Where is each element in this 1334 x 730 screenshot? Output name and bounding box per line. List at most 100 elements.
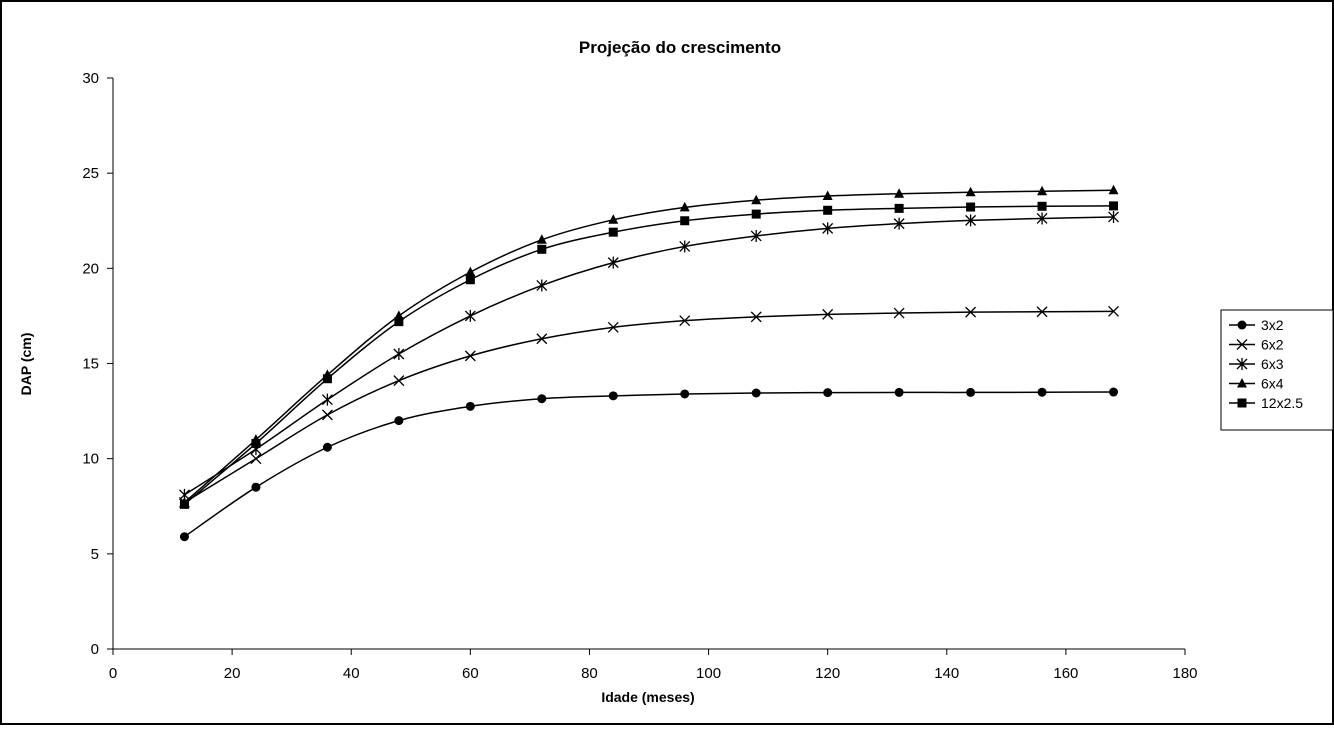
data-point-3x2: [537, 394, 547, 404]
x-tick-label: 180: [1172, 665, 1197, 682]
data-point-6x2: [679, 315, 691, 327]
series-6x3: [179, 210, 1119, 501]
data-point-12x2-5: [251, 438, 261, 448]
data-point-6x4: [965, 186, 976, 197]
y-tick-label: 0: [91, 641, 99, 658]
data-point-6x3: [893, 217, 905, 230]
data-point-6x2: [393, 375, 405, 387]
data-point-3x2: [751, 388, 761, 398]
data-point-3x2: [322, 442, 332, 452]
x-tick-label: 100: [696, 665, 721, 682]
x-tick-label: 140: [934, 665, 959, 682]
data-point-6x4: [1037, 185, 1048, 196]
data-point-6x3: [393, 347, 405, 360]
x-tick-label: 0: [109, 665, 117, 682]
data-point-6x2: [464, 350, 476, 362]
data-point-3x2: [1037, 387, 1047, 397]
legend-item-6x3: 6x3: [1229, 356, 1284, 372]
data-point-6x3: [321, 393, 333, 406]
data-point-3x2: [251, 482, 261, 492]
x-tick-label: 20: [224, 665, 241, 682]
data-point-6x2: [893, 307, 905, 319]
data-point-12x2-5: [608, 227, 618, 237]
legend-marker-6x2: [1236, 339, 1248, 350]
legend: 3x2 6x2 6x3 6x4 12x2.5: [1220, 309, 1334, 431]
data-point-12x2-5: [751, 209, 761, 219]
axes: 0 5 10 15 20 25 30 0 20 40 60 80 100 120 140 160 180: [82, 70, 1197, 682]
data-point-12x2-5: [394, 317, 404, 327]
y-axis-label: DAP (cm): [18, 333, 34, 396]
series-3x2: [179, 387, 1119, 542]
data-point-12x2-5: [1037, 201, 1047, 211]
x-tick-label: 160: [1053, 665, 1078, 682]
data-point-6x2: [250, 453, 262, 465]
data-point-6x4: [679, 201, 690, 212]
data-point-6x2: [536, 333, 548, 345]
data-point-6x4: [1108, 184, 1119, 195]
data-point-6x3: [1108, 210, 1119, 223]
data-point-12x2-5: [537, 244, 547, 254]
data-point-12x2-5: [680, 216, 690, 226]
y-tick-label: 10: [82, 451, 99, 468]
y-tick-label: 5: [91, 546, 99, 563]
data-point-3x2: [823, 388, 833, 398]
data-point-6x4: [751, 194, 762, 205]
data-point-12x2-5: [894, 203, 904, 213]
data-point-3x2: [179, 532, 189, 542]
legend-label: 6x2: [1261, 337, 1284, 353]
data-point-12x2-5: [322, 374, 332, 384]
data-point-12x2-5: [465, 275, 475, 285]
data-point-12x2-5: [823, 205, 833, 215]
data-point-6x2: [965, 306, 977, 318]
data-point-12x2-5: [1109, 201, 1119, 211]
x-tick-label: 60: [462, 665, 479, 682]
data-point-6x2: [750, 311, 762, 323]
data-point-6x4: [894, 188, 905, 198]
data-point-6x3: [822, 222, 834, 235]
data-point-3x2: [1109, 387, 1119, 397]
data-point-12x2-5: [179, 499, 189, 509]
data-point-12x2-5: [966, 202, 976, 212]
data-point-6x3: [965, 214, 977, 227]
x-tick-label: 80: [581, 665, 598, 682]
data-point-6x3: [679, 240, 691, 253]
data-point-3x2: [608, 391, 618, 401]
data-point-6x4: [465, 266, 476, 277]
chart-title: Projeção do crescimento: [579, 38, 781, 57]
data-point-6x3: [607, 256, 619, 269]
data-point-6x2: [607, 321, 619, 333]
data-point-6x2: [1036, 306, 1048, 318]
y-tick-label: 25: [82, 165, 99, 182]
legend-item-6x2: 6x2: [1229, 337, 1284, 353]
data-point-3x2: [465, 401, 475, 411]
x-tick-label: 120: [815, 665, 840, 682]
data-point-3x2: [394, 416, 404, 426]
data-point-6x3: [536, 279, 548, 292]
x-tick-label: 40: [343, 665, 360, 682]
data-point-6x4: [822, 190, 833, 201]
data-point-6x4: [536, 234, 547, 244]
series-layer: [179, 184, 1119, 542]
y-tick-label: 30: [82, 70, 99, 87]
y-tick-label: 20: [82, 260, 99, 277]
legend-marker-6x3: [1236, 358, 1248, 370]
data-point-6x3: [1036, 212, 1048, 225]
legend-label: 3x2: [1261, 317, 1284, 333]
data-point-6x4: [608, 214, 619, 224]
data-point-6x3: [750, 229, 762, 242]
legend-marker-6x4: [1237, 378, 1247, 388]
legend-label: 6x4: [1261, 376, 1284, 392]
data-point-6x2: [1108, 305, 1119, 317]
data-point-3x2: [894, 387, 904, 397]
legend-marker-12x2-5: [1237, 398, 1247, 408]
legend-label: 12x2.5: [1261, 395, 1303, 411]
legend-item-3x2: 3x2: [1229, 317, 1284, 333]
legend-item-12x2-5: 12x2.5: [1229, 395, 1303, 411]
legend-label: 6x3: [1261, 356, 1284, 372]
legend-marker-3x2: [1237, 320, 1247, 330]
x-axis-label: Idade (meses): [601, 689, 694, 705]
data-point-6x3: [464, 309, 476, 322]
